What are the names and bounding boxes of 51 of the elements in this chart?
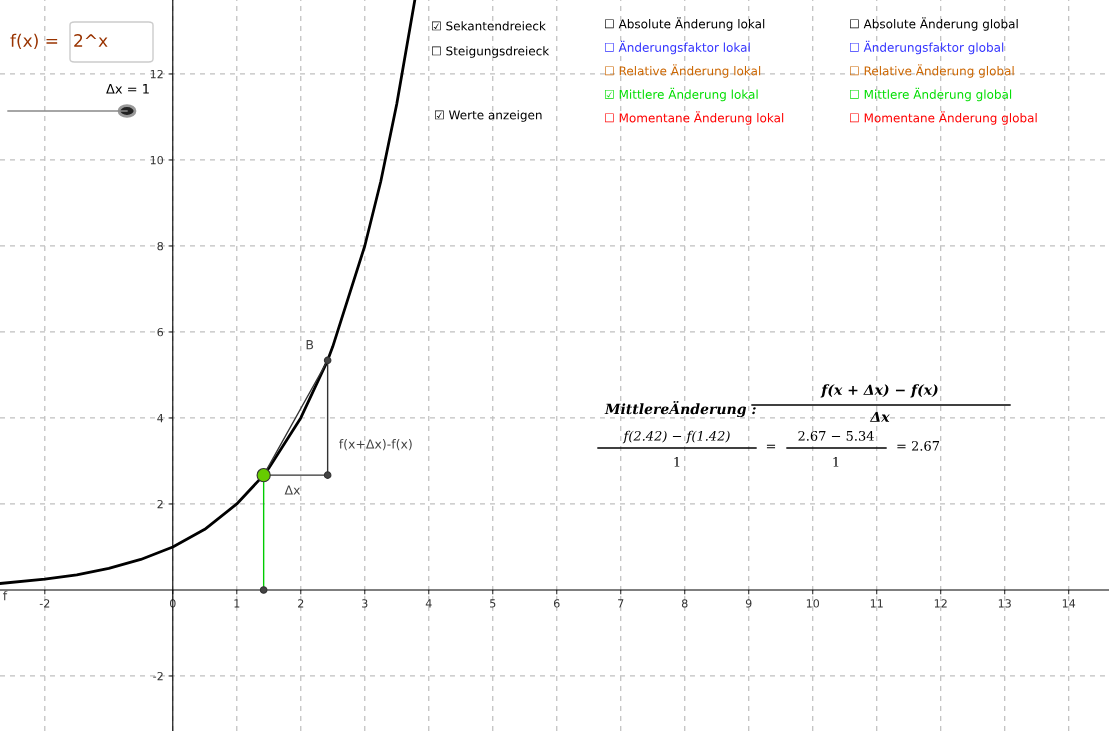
annotation: 2.67 − 5.34 bbox=[798, 430, 874, 441]
y-tick-label: -2 bbox=[153, 671, 163, 681]
annotation: ☐ Mittlere Änderung global bbox=[850, 87, 1012, 102]
annotation: ☑ Sekantendreieck bbox=[432, 21, 546, 31]
annotation: ☐ Momentane Änderung lokal bbox=[605, 111, 784, 125]
x-tick-label: 10 bbox=[806, 599, 820, 608]
x-tick-label: 9 bbox=[745, 599, 752, 608]
x-tick-label: 5 bbox=[490, 599, 496, 608]
x-tick-label: 7 bbox=[618, 599, 624, 608]
x-tick-label: 4 bbox=[425, 599, 432, 608]
annotation: f(x + Δx) − f(x) bbox=[820, 384, 938, 398]
y-tick-label: 10 bbox=[150, 155, 164, 165]
annotation: ☐ Steigungsdreieck bbox=[432, 46, 550, 58]
annotation: ☐ Momentane Änderung global bbox=[850, 111, 1037, 125]
annotation: f bbox=[3, 590, 8, 601]
annotation: f(x) = bbox=[10, 33, 58, 49]
annotation: 1 bbox=[833, 456, 839, 467]
y-tick-label: 6 bbox=[157, 327, 164, 337]
annotation: ☐ Absolute Änderung global bbox=[850, 17, 1018, 31]
annotation: ☑ Werte anzeigen bbox=[435, 110, 542, 122]
x-tick-label: 13 bbox=[998, 599, 1011, 608]
x-tick-label: 8 bbox=[681, 599, 688, 608]
x-tick-label: 12 bbox=[934, 599, 947, 608]
annotation: ☐ Relative Änderung lokal bbox=[605, 64, 761, 78]
annotation: 2^x bbox=[74, 34, 108, 47]
annotation: ☐ Änderungsfaktor global bbox=[850, 40, 1004, 55]
x-tick-label: 3 bbox=[362, 599, 368, 608]
y-tick-label: 4 bbox=[157, 414, 164, 423]
annotation: f(2.42) − f(1.42) bbox=[622, 430, 730, 444]
x-tick-label: 14 bbox=[1062, 599, 1076, 608]
x-tick-label: 6 bbox=[553, 599, 560, 608]
annotation: f(x+Δx)-f(x) bbox=[339, 439, 412, 451]
annotation: MittlereÄnderung : bbox=[604, 400, 756, 418]
annotation: Δx = 1 bbox=[106, 84, 149, 94]
annotation: = bbox=[766, 444, 776, 449]
annotation: = 2.67 bbox=[897, 440, 940, 451]
annotation: ☐ Relative Änderung global bbox=[850, 64, 1014, 78]
annotation: ☑ Mittlere Änderung lokal bbox=[605, 87, 758, 102]
annotation: ☐ Absolute Änderung lokal bbox=[605, 17, 765, 31]
annotation: ☐ Änderungsfaktor lokal bbox=[605, 40, 750, 55]
annotation: Δx bbox=[284, 485, 301, 495]
y-tick-label: 12 bbox=[150, 69, 163, 79]
x-tick-label: 11 bbox=[870, 599, 883, 608]
y-tick-label: 2 bbox=[157, 499, 163, 509]
annotation: 1 bbox=[674, 456, 680, 467]
annotation: B bbox=[306, 340, 314, 350]
annotation: Δx bbox=[869, 411, 890, 422]
x-tick-label: 1 bbox=[234, 599, 240, 608]
x-tick-label: 2 bbox=[298, 599, 304, 608]
y-tick-label: 8 bbox=[157, 241, 163, 251]
x-tick-label: -2 bbox=[39, 599, 50, 608]
